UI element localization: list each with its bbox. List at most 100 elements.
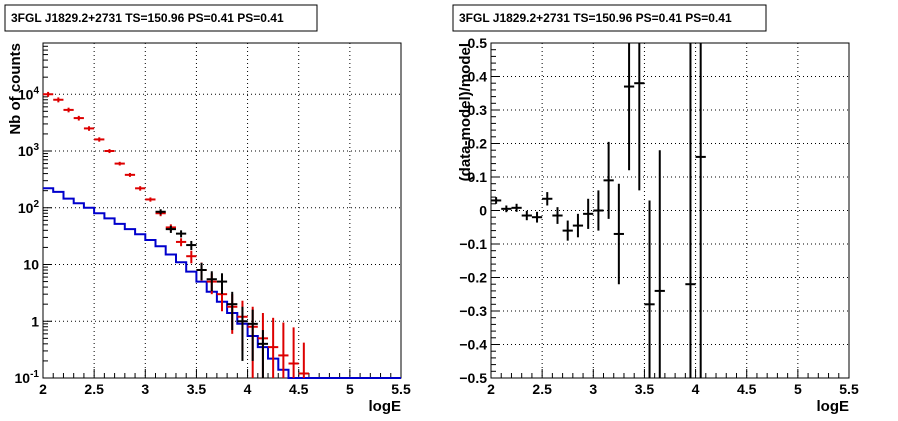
residual-point [531,211,543,223]
black-data-point [165,225,176,233]
black-data-point [196,262,207,281]
residual-x-axis: 2 2.5 3 3.5 4 4.5 5 5.5 [487,369,859,397]
red-data-point [298,342,309,378]
counts-grid [43,43,401,378]
red-data-point [43,91,54,97]
red-data-point [73,115,84,121]
residual-point [685,43,696,378]
residual-point [501,205,512,213]
counts-x-axis: 2 2.5 3 3.5 4 4.5 5 5.5 [39,369,411,397]
red-data-point [63,107,74,113]
red-data-point [175,238,187,247]
black-data-point [257,330,269,378]
residual-point [572,213,584,238]
black-data-point [155,209,166,215]
y-tick-label: 104 [18,85,40,102]
residual-y-axis: −0.5 −0.4 −0.3 −0.2 −0.1 0 0.1 0.2 0.3 0.4 0.5 [459,35,500,386]
y-tick-label: 0.4 [468,69,488,85]
y-tick-label: −0.2 [459,270,487,286]
x-tick-label: 5 [794,381,802,397]
y-tick-label: −0.4 [459,337,487,353]
residual-chart-title: 3FGL J1829.2+2731 TS=150.96 PS=0.41 PS=0… [459,11,732,25]
residual-point [552,207,563,224]
x-tick-label: 2.5 [84,381,104,397]
counts-series [43,91,401,379]
x-tick-label: 3.5 [187,381,207,397]
red-data-point [83,126,95,131]
x-tick-label: 5.5 [391,381,411,397]
y-tick-label: 1 [31,313,39,329]
y-tick-label: 103 [18,142,40,159]
black-data-point [237,306,248,361]
x-tick-label: 2.5 [532,381,552,397]
x-tick-label: 3 [589,381,597,397]
red-data-point [124,172,136,177]
residual-point [623,43,635,171]
y-tick-label: −0.1 [459,236,487,252]
red-data-point [268,317,279,378]
red-data-point [94,137,105,142]
counts-x-axis-label: logE [369,398,402,415]
counts-y-axis-label: Nb of counts [7,43,24,135]
black-data-point [247,309,258,361]
x-tick-label: 3.5 [635,381,655,397]
black-data-point [186,240,197,251]
y-tick-label: 10-1 [15,369,40,386]
black-data-point [175,230,187,238]
y-tick-label: 0 [479,203,487,219]
black-data-point [206,271,217,292]
counts-panel: 3FGL J1829.2+2731 TS=150.96 PS=0.41 PS=0… [4,4,411,415]
y-tick-label: −0.3 [459,303,487,319]
x-tick-label: 3 [141,381,149,397]
red-data-point [104,149,115,154]
red-data-point [114,161,125,166]
x-tick-label: 4 [692,381,700,397]
residual-point [542,192,553,206]
counts-title-box [4,4,318,32]
x-tick-label: 4 [244,381,252,397]
residual-point [613,183,624,285]
residual-point [583,198,594,229]
y-tick-label: 0.1 [468,169,488,185]
x-tick-label: 5.5 [839,381,859,397]
counts-y-axis: 10-1 1 10 102 103 104 [15,45,52,386]
residual-panel: 3FGL J1829.2+2731 TS=150.96 PS=0.41 PS=0… [452,4,859,415]
residual-x-axis-label: logE [817,398,850,415]
red-data-point [53,97,64,103]
y-tick-label: 102 [18,199,40,216]
y-tick-label: 0.3 [468,102,488,118]
counts-plot-frame [42,42,402,379]
y-tick-label: 0.5 [468,35,488,51]
x-tick-label: 4.5 [737,381,757,397]
red-data-point [186,250,197,264]
residual-point [562,220,573,241]
model-step-line [43,187,401,379]
residual-y-axis-label: (data-model)/model [457,43,474,181]
residual-grid [491,43,849,378]
x-tick-label: 2 [487,381,495,397]
black-data-point [227,291,238,331]
residual-point [511,203,522,212]
red-data-point [278,322,289,378]
black-data-point [216,273,228,295]
red-data-point [288,327,299,378]
residual-point [593,190,604,231]
residual-title-box [452,4,767,32]
y-tick-label: 10 [23,257,39,273]
counts-chart-title: 3FGL J1829.2+2731 TS=150.96 PS=0.41 PS=0… [11,11,284,25]
red-data-point [135,186,146,191]
residual-point [695,43,706,378]
y-tick-label: 0.2 [468,136,488,152]
x-tick-label: 4.5 [289,381,309,397]
red-data-point [145,197,156,202]
residual-point [634,43,645,191]
residual-point [654,150,665,378]
x-tick-label: 5 [346,381,354,397]
y-tick-label: −0.5 [459,370,487,386]
residual-series [491,43,706,378]
residual-point [603,141,614,219]
residual-point [491,197,502,204]
residual-point [644,200,655,378]
residual-point [521,210,532,221]
